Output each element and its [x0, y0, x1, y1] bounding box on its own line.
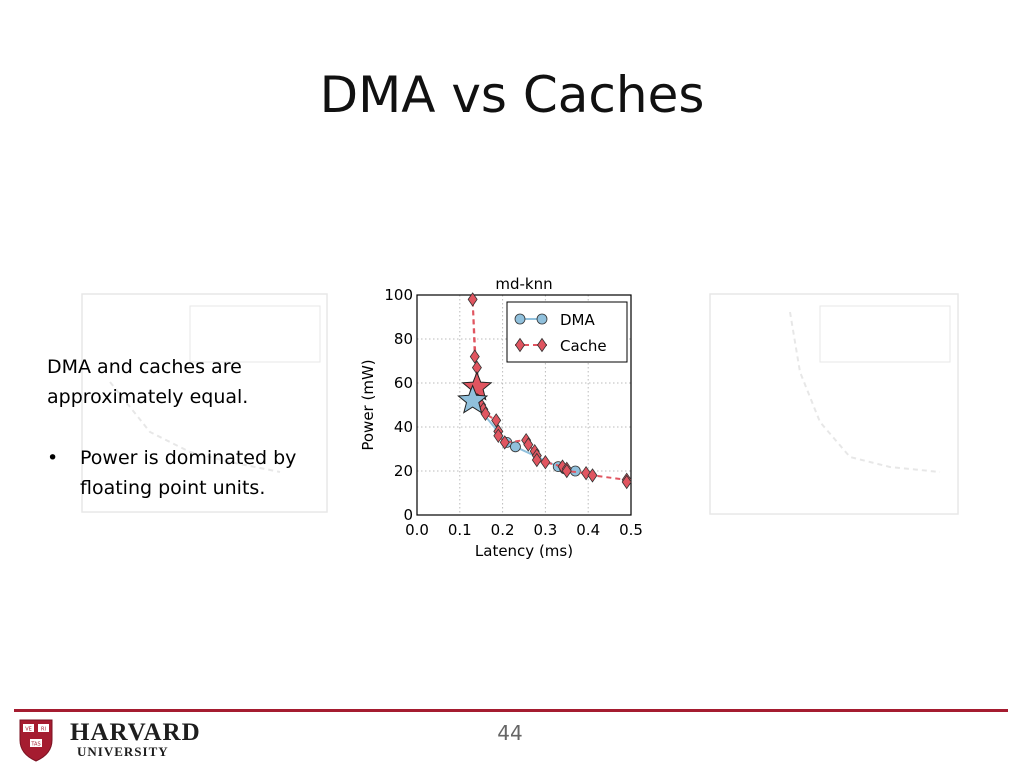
plot-frame: [416, 294, 632, 516]
dma-point: [510, 441, 521, 453]
x-tick-label: 0.5: [619, 521, 643, 539]
chart-title: md-knn: [495, 275, 552, 293]
slide-title: DMA vs Caches: [319, 66, 705, 124]
ghost-chart-left: [81, 293, 328, 513]
shield-letters-3: TAS: [30, 742, 40, 748]
slide-body: DMA and caches are approximately equal. …: [47, 352, 337, 503]
logo-title: HARVARD: [70, 719, 201, 746]
shield-letters-2: RI: [41, 727, 46, 733]
cache-point: [491, 413, 502, 428]
legend-marker-cache: [537, 337, 547, 353]
x-tick-label: 0.2: [491, 521, 515, 539]
harvard-shield-icon: VE RI TAS: [19, 719, 53, 762]
legend-box: [506, 301, 628, 363]
legend-marker-dma: [514, 313, 526, 325]
cache-point: [561, 463, 572, 479]
ghost-chart-right: [709, 293, 959, 515]
footer-divider: [14, 709, 1008, 712]
legend-label-dma: DMA: [560, 311, 595, 329]
cache-optimal-star: [461, 371, 493, 401]
x-tick-label: 0.1: [448, 521, 472, 539]
dma-optimal-star: [457, 384, 489, 414]
x-axis-label: Latency (ms): [475, 542, 573, 560]
bullet-dot: •: [47, 447, 59, 469]
cache-point: [493, 428, 504, 444]
x-tick-label: 0.3: [533, 521, 557, 539]
bullet-text: Power is dominated by floating point uni…: [80, 447, 297, 499]
y-tick-label: 100: [384, 286, 413, 304]
y-tick-label: 40: [394, 418, 413, 436]
cache-point: [499, 435, 510, 450]
legend-label-cache: Cache: [560, 337, 607, 355]
cache-point: [523, 437, 534, 452]
cache-point: [531, 452, 542, 468]
logo-subtitle: UNIVERSITY: [77, 744, 169, 759]
intro-text: DMA and caches are approximately equal.: [47, 356, 249, 408]
cache-point: [621, 474, 632, 490]
cache-point: [540, 454, 551, 470]
cache-point: [587, 468, 598, 483]
y-tick-label: 80: [394, 330, 413, 348]
legend-marker-dma: [536, 313, 548, 325]
cache-point: [467, 292, 478, 307]
x-tick-label: 0.0: [405, 521, 429, 539]
y-tick-label: 0: [403, 506, 413, 524]
harvard-logo: VE RI TAS HARVARD UNIVERSITY: [18, 718, 201, 764]
y-axis-label: Power (mW): [359, 359, 377, 450]
cache-point: [469, 349, 480, 364]
y-tick-label: 60: [394, 374, 413, 392]
shield-letters-1: VE: [25, 727, 32, 733]
page-number: 44: [497, 721, 523, 745]
cache-point: [480, 406, 491, 422]
legend-marker-cache: [515, 337, 525, 353]
x-tick-label: 0.4: [576, 521, 600, 539]
bullet-item: • Power is dominated by floating point u…: [47, 443, 337, 503]
md-knn-chart: 0.0 0.1 0.2 0.3 0.4 0.5 0 20 40 60 80 100 md-knn Late…: [359, 275, 643, 560]
y-tick-label: 20: [394, 462, 413, 480]
